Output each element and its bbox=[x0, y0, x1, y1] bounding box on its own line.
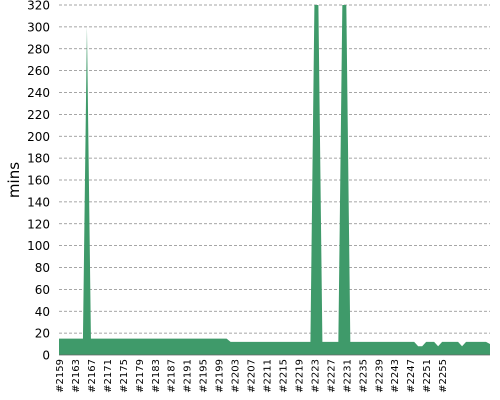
y-tick-label: 160 bbox=[27, 174, 50, 188]
y-tick-label: 180 bbox=[27, 152, 50, 166]
x-tick-label: #2199 bbox=[215, 359, 226, 393]
x-tick-label: #2219 bbox=[294, 359, 305, 393]
y-tick-label: 60 bbox=[35, 283, 50, 297]
x-tick-label: #2171 bbox=[103, 359, 114, 393]
y-tick-label: 260 bbox=[27, 64, 50, 78]
y-tick-label: 320 bbox=[27, 0, 50, 13]
x-tick-label: #2215 bbox=[278, 359, 289, 393]
x-tick-label: #2235 bbox=[358, 359, 369, 393]
y-tick-label: 100 bbox=[27, 239, 50, 253]
x-tick-label: #2239 bbox=[374, 359, 385, 393]
y-axis-label: mins bbox=[5, 162, 23, 198]
x-tick-label: #2251 bbox=[422, 359, 433, 393]
x-tick-label: #2187 bbox=[167, 359, 178, 393]
y-tick-label: 280 bbox=[27, 42, 50, 56]
x-tick-label: #2159 bbox=[55, 359, 66, 393]
x-tick-label: #2203 bbox=[231, 359, 242, 393]
y-tick-label: 200 bbox=[27, 130, 50, 144]
x-tick-label: #2227 bbox=[326, 359, 337, 393]
y-tick-label: 240 bbox=[27, 86, 50, 100]
x-tick-label: #2195 bbox=[199, 359, 210, 393]
x-tick-label: #2191 bbox=[183, 359, 194, 393]
gridlines bbox=[59, 4, 490, 334]
x-tick-label: #2243 bbox=[390, 359, 401, 393]
x-tick-label: #2179 bbox=[135, 359, 146, 393]
y-tick-label: 120 bbox=[27, 217, 50, 231]
y-tick-label: 140 bbox=[27, 195, 50, 209]
x-tick-label: #2163 bbox=[71, 359, 82, 393]
x-tick-label: #2167 bbox=[87, 359, 98, 393]
x-tick-label: #2183 bbox=[151, 359, 162, 393]
x-tick-label: #2255 bbox=[438, 359, 449, 393]
x-tick-label: #2175 bbox=[119, 359, 130, 393]
x-tick-label: #2247 bbox=[406, 359, 417, 393]
x-tick-label: #2231 bbox=[342, 359, 353, 393]
y-tick-label: 80 bbox=[35, 261, 50, 275]
x-tick-label: #2207 bbox=[247, 359, 258, 393]
x-tick-label: #2223 bbox=[310, 359, 321, 393]
y-tick-label: 300 bbox=[27, 20, 50, 34]
y-tick-label: 20 bbox=[35, 327, 50, 341]
y-tick-label: 220 bbox=[27, 108, 50, 122]
y-tick-label: 40 bbox=[35, 305, 50, 319]
y-tick-label: 0 bbox=[42, 349, 50, 363]
y-axis-ticks: 0 20 40 60 80 100 120 140 160 180 200 220 240 260 280 3… bbox=[27, 0, 50, 363]
x-tick-label: #2211 bbox=[263, 359, 274, 393]
x-axis-ticks: #2159 #2163 #2167 #2171 #2175 #2179 #2183 #2187… bbox=[55, 359, 449, 393]
